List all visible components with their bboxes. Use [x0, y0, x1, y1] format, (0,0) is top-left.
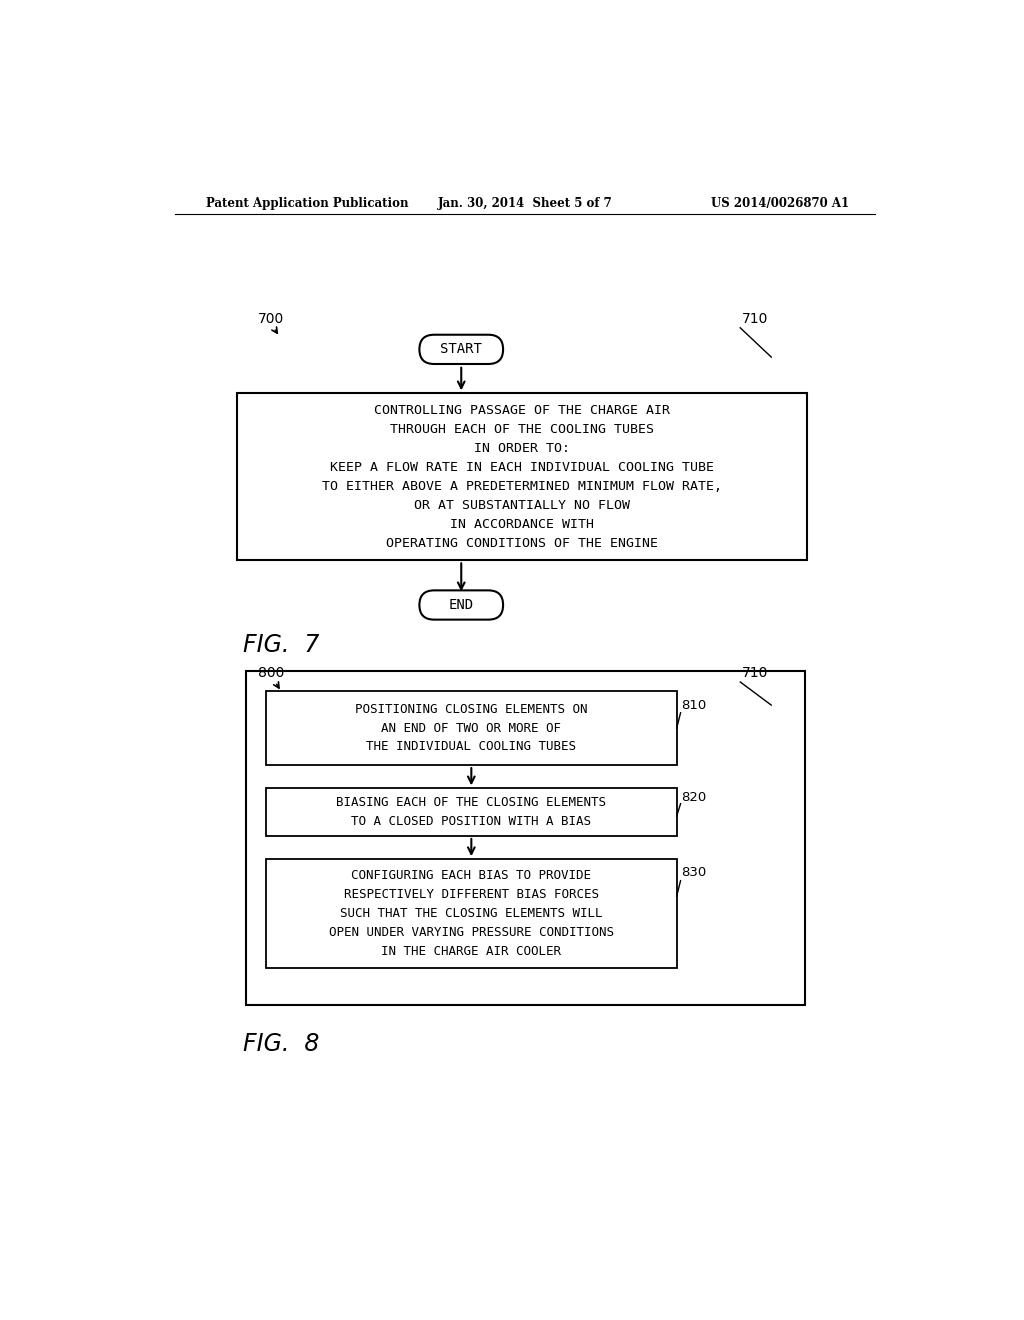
- Text: FIG.  8: FIG. 8: [243, 1032, 319, 1056]
- Text: 800: 800: [258, 665, 285, 680]
- Text: US 2014/0026870 A1: US 2014/0026870 A1: [711, 197, 849, 210]
- Text: 710: 710: [741, 312, 768, 326]
- Text: 830: 830: [681, 866, 707, 879]
- FancyBboxPatch shape: [420, 335, 503, 364]
- Bar: [266, 692, 677, 766]
- Bar: [246, 671, 805, 1006]
- Text: CONFIGURING EACH BIAS TO PROVIDE
RESPECTIVELY DIFFERENT BIAS FORCES
SUCH THAT TH: CONFIGURING EACH BIAS TO PROVIDE RESPECT…: [329, 870, 613, 958]
- Text: CONTROLLING PASSAGE OF THE CHARGE AIR
THROUGH EACH OF THE COOLING TUBES
IN ORDER: CONTROLLING PASSAGE OF THE CHARGE AIR TH…: [322, 404, 722, 550]
- Text: 710: 710: [741, 665, 768, 680]
- Bar: [237, 393, 807, 561]
- FancyBboxPatch shape: [420, 590, 503, 619]
- Text: Jan. 30, 2014  Sheet 5 of 7: Jan. 30, 2014 Sheet 5 of 7: [437, 197, 612, 210]
- Text: 810: 810: [681, 698, 707, 711]
- Bar: [266, 788, 677, 836]
- Text: 700: 700: [258, 312, 285, 326]
- Bar: [266, 859, 677, 969]
- Text: FIG.  7: FIG. 7: [243, 634, 319, 657]
- Text: BIASING EACH OF THE CLOSING ELEMENTS
TO A CLOSED POSITION WITH A BIAS: BIASING EACH OF THE CLOSING ELEMENTS TO …: [336, 796, 606, 828]
- Text: 820: 820: [681, 791, 707, 804]
- Text: POSITIONING CLOSING ELEMENTS ON
AN END OF TWO OR MORE OF
THE INDIVIDUAL COOLING : POSITIONING CLOSING ELEMENTS ON AN END O…: [355, 704, 588, 754]
- Text: END: END: [449, 598, 474, 612]
- Text: START: START: [440, 342, 482, 356]
- Text: Patent Application Publication: Patent Application Publication: [206, 197, 408, 210]
